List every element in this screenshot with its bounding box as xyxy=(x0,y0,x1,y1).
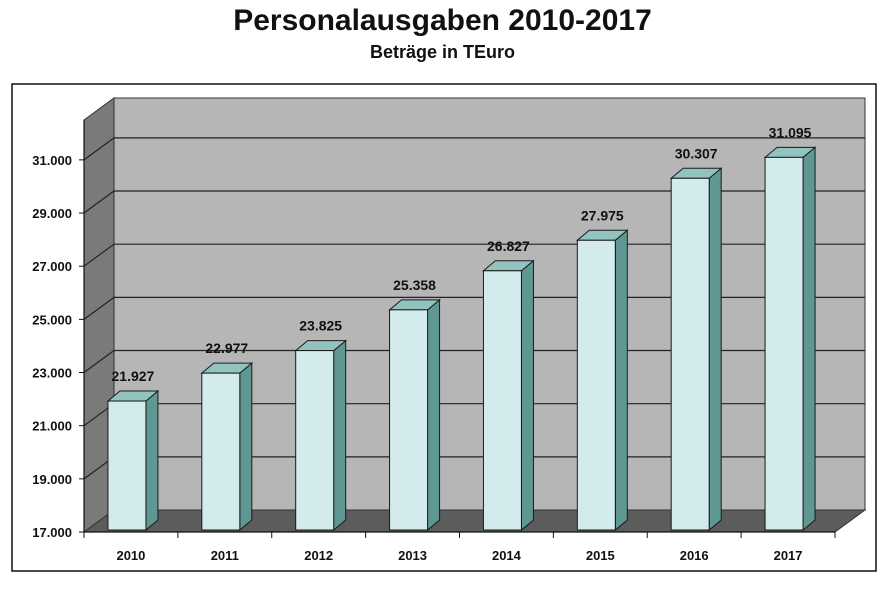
y-tick-label: 23.000 xyxy=(32,366,72,381)
x-tick-label: 2011 xyxy=(211,548,239,563)
floor xyxy=(82,509,867,533)
bar-side xyxy=(333,339,347,532)
data-label: 31.095 xyxy=(769,124,812,140)
y-tick-label: 29.000 xyxy=(32,206,72,221)
gridline-side xyxy=(83,190,115,214)
chart-subtitle: Beträge in TEuro xyxy=(369,42,516,62)
y-tick-label: 25.000 xyxy=(32,312,72,327)
data-label: 30.307 xyxy=(675,145,718,161)
data-label: 25.358 xyxy=(393,277,436,293)
bar-side xyxy=(239,362,253,532)
bar-side xyxy=(614,229,628,532)
bar-side xyxy=(708,167,722,532)
y-tick-label: 17.000 xyxy=(32,525,72,540)
bar-side xyxy=(145,389,159,532)
x-tick-label: 2016 xyxy=(680,548,709,563)
bar xyxy=(107,400,147,531)
x-tick-label: 2010 xyxy=(116,548,145,563)
bar xyxy=(670,177,710,531)
chart-title: Personalausgaben 2010-2017 xyxy=(233,4,652,37)
gridline-side xyxy=(83,137,115,161)
bar-side xyxy=(427,298,441,532)
x-tick-label: 2015 xyxy=(586,548,615,563)
x-tick-label: 2012 xyxy=(304,548,333,563)
bar-side xyxy=(802,146,816,532)
bar-side xyxy=(520,259,534,532)
y-tick-label: 31.000 xyxy=(32,153,72,168)
y-tick-label: 21.000 xyxy=(32,419,72,434)
bar xyxy=(295,350,335,531)
x-tick-label: 2013 xyxy=(398,548,427,563)
bar xyxy=(482,270,522,531)
data-label: 27.975 xyxy=(581,207,624,223)
gridline-side xyxy=(83,296,115,320)
x-tick-label: 2014 xyxy=(492,548,522,563)
bar xyxy=(764,156,804,531)
data-label: 22.977 xyxy=(205,340,248,356)
bar xyxy=(389,309,429,531)
y-tick-label: 19.000 xyxy=(32,472,72,487)
data-label: 26.827 xyxy=(487,238,530,254)
bar xyxy=(201,372,241,531)
gridline-side xyxy=(83,243,115,267)
gridline-side xyxy=(83,350,115,373)
y-tick-label: 27.000 xyxy=(32,259,72,274)
bar xyxy=(576,239,616,531)
data-label: 23.825 xyxy=(299,318,342,334)
data-label: 21.927 xyxy=(112,368,155,384)
x-tick-label: 2017 xyxy=(774,548,803,563)
